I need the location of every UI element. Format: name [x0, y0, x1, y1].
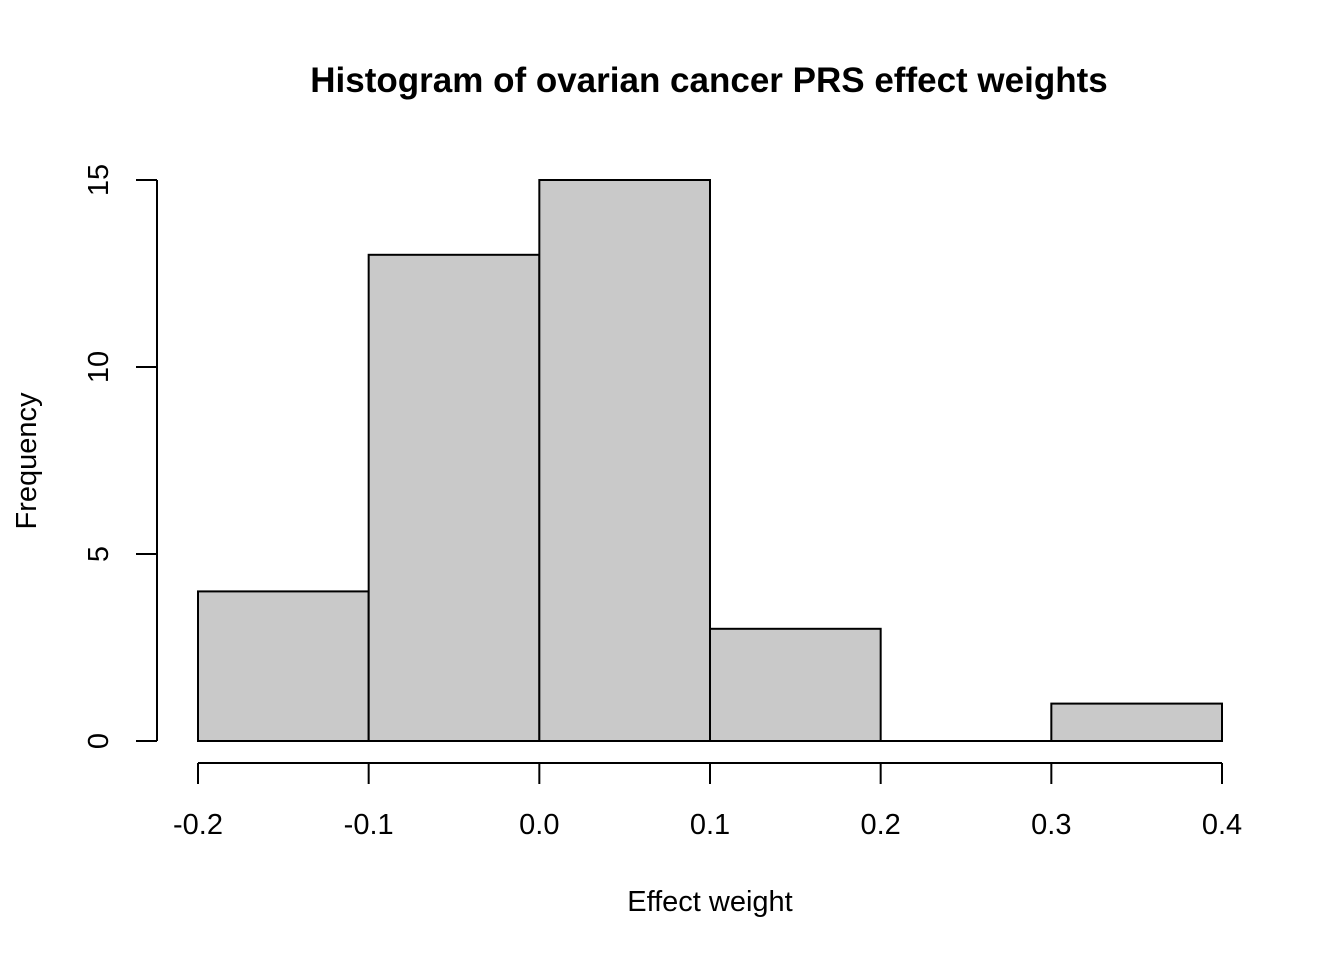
chart-title: Histogram of ovarian cancer PRS effect w…	[310, 61, 1107, 100]
y-tick-label: 0	[83, 733, 115, 749]
histogram-bar	[1050, 702, 1224, 742]
x-tick-label: -0.1	[344, 809, 394, 841]
histogram-bar	[197, 590, 370, 743]
histogram-bar	[538, 179, 711, 742]
histogram-bar	[367, 253, 541, 743]
x-tick-label: -0.2	[173, 809, 223, 841]
x-axis-title: Effect weight	[627, 886, 793, 918]
x-tick-label: 0.0	[519, 809, 559, 841]
x-tick-label: 0.4	[1202, 809, 1242, 841]
x-tick-label: 0.1	[690, 809, 730, 841]
x-tick-label: 0.3	[1031, 809, 1071, 841]
y-axis: 0 5 10 15	[83, 164, 158, 749]
y-tick-label: 15	[83, 164, 115, 196]
y-tick-label: 10	[83, 351, 115, 383]
bars-layer	[197, 179, 1224, 743]
x-axis: -0.2 -0.1 0.0 0.1 0.2 0.3 0.4	[173, 762, 1242, 841]
x-tick-label: 0.2	[861, 809, 901, 841]
y-axis-title: Frequency	[11, 392, 43, 530]
y-tick-label: 5	[83, 546, 115, 562]
histogram-bar	[709, 627, 882, 742]
